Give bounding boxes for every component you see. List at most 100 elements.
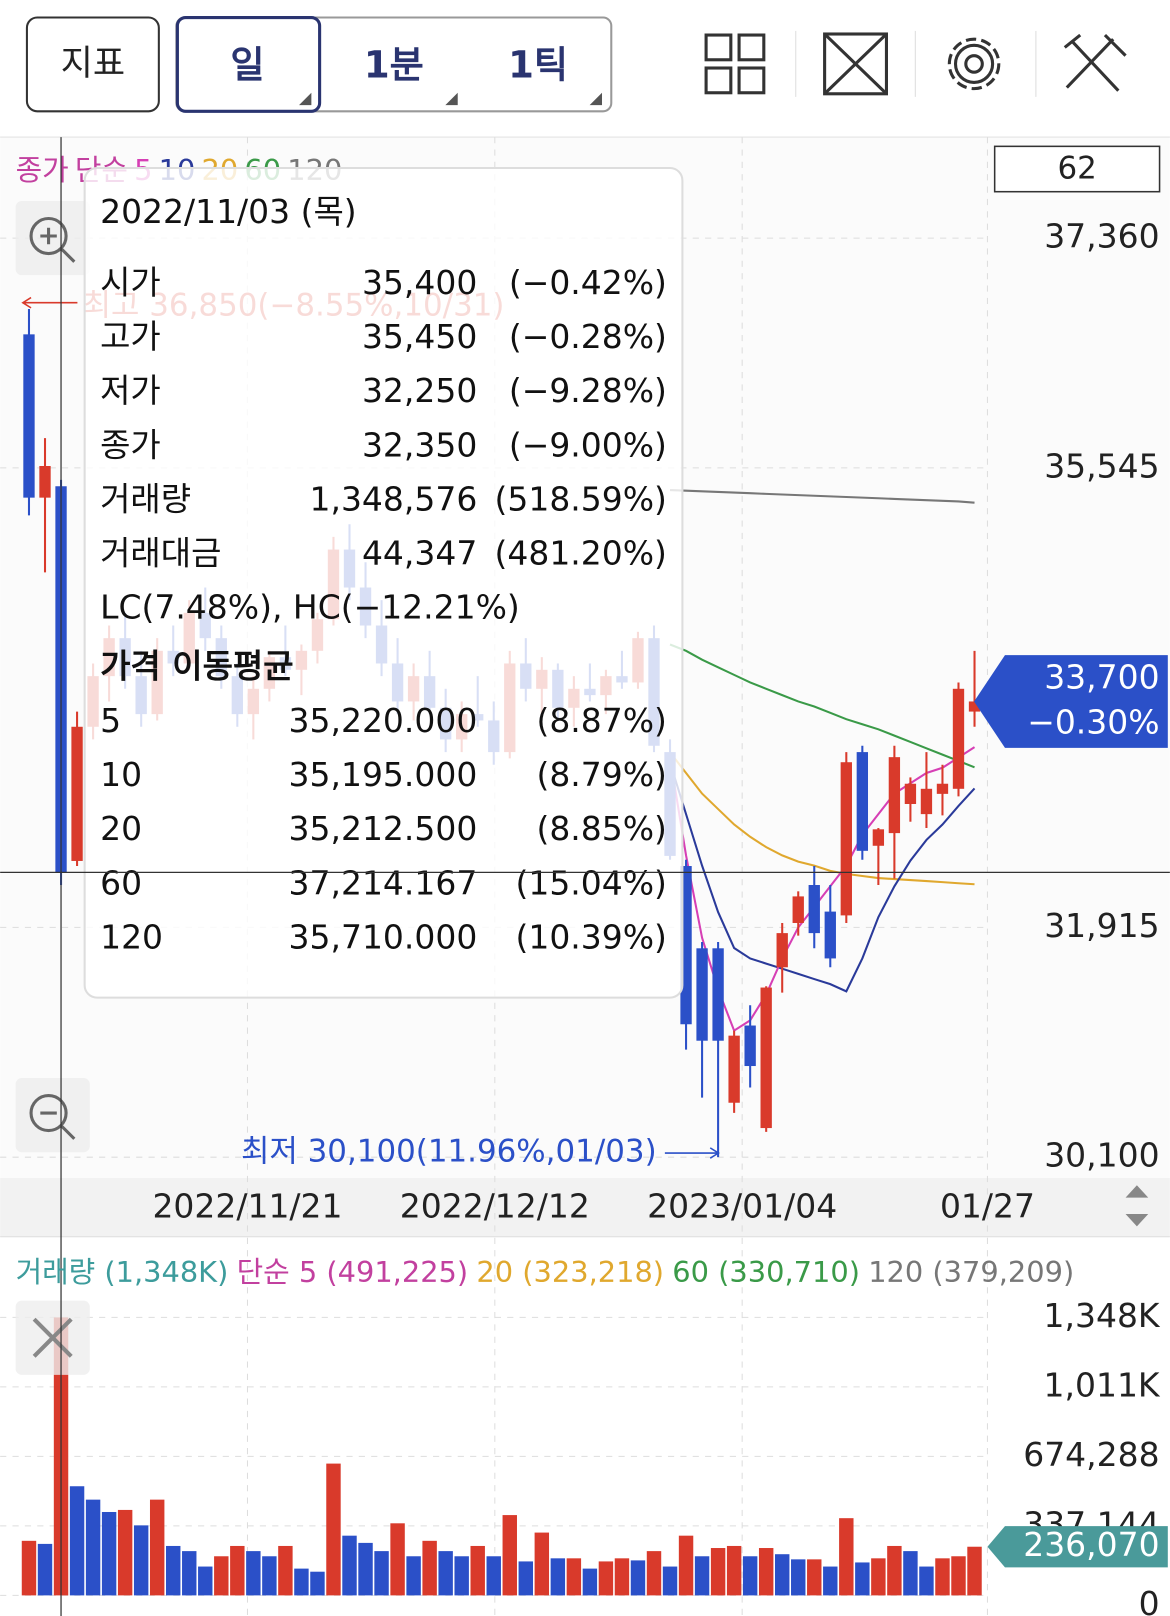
candle-body bbox=[71, 726, 83, 861]
tooltip-label: 5 bbox=[100, 701, 121, 740]
tooltip-value: 32,350 bbox=[362, 425, 477, 464]
tooltip-change: (8.85%) bbox=[536, 809, 666, 848]
tooltip-label: 10 bbox=[100, 755, 142, 794]
layout-icon[interactable] bbox=[704, 33, 766, 95]
candle-body bbox=[696, 948, 708, 1041]
volume-bar bbox=[486, 1556, 501, 1596]
tooltip-value: 35,220.000 bbox=[289, 701, 478, 740]
volume-bar bbox=[774, 1554, 790, 1596]
candle-body bbox=[792, 896, 804, 923]
candle-body bbox=[856, 752, 869, 851]
volume-bar bbox=[230, 1545, 245, 1596]
tooltip-change: (−9.00%) bbox=[509, 425, 667, 464]
tooltip-value: 44,347 bbox=[362, 533, 477, 572]
volume-bar bbox=[935, 1558, 950, 1596]
settings-icon[interactable] bbox=[947, 37, 1001, 91]
price-badge-label: 33,700 bbox=[1044, 657, 1159, 696]
zoom-icon bbox=[29, 1093, 68, 1133]
y-tick-label: 1,348K bbox=[1044, 1296, 1161, 1335]
volume-badge-label: 236,070 bbox=[1023, 1525, 1159, 1564]
y-tick-label: 31,915 bbox=[1044, 906, 1159, 945]
volume-bar bbox=[566, 1558, 582, 1596]
period-label[interactable]: 일 bbox=[230, 43, 264, 86]
ma-line bbox=[669, 751, 975, 886]
volume-bar bbox=[262, 1556, 277, 1596]
fullscreen-icon[interactable] bbox=[823, 32, 888, 96]
volume-bar bbox=[133, 1525, 149, 1596]
volume-bar bbox=[839, 1518, 854, 1596]
legend-entry: 20 (323,218) bbox=[476, 1255, 664, 1289]
volume-bar bbox=[694, 1556, 710, 1596]
date-strip bbox=[0, 1177, 1170, 1237]
volume-bar bbox=[614, 1558, 630, 1596]
tooltip-change: (8.79%) bbox=[536, 755, 666, 794]
tooltip-change: (518.59%) bbox=[495, 479, 667, 518]
volume-bar bbox=[518, 1561, 534, 1596]
low-note: 최저 30,100(11.96%,01/03) bbox=[241, 1134, 657, 1170]
candle-body bbox=[680, 866, 692, 1025]
volume-bar bbox=[69, 1486, 85, 1596]
x-tick-label: 2022/12/12 bbox=[400, 1186, 590, 1225]
tooltip-label: 고가 bbox=[100, 317, 161, 356]
volume-bar bbox=[726, 1545, 742, 1596]
indicator-button[interactable]: 지표 bbox=[25, 16, 160, 113]
volume-bar bbox=[678, 1535, 694, 1596]
candle-body bbox=[728, 1035, 740, 1103]
tooltip-lchc: LC(7.48%), HC(−12.21%) bbox=[100, 588, 520, 627]
tooltip-value: 35,450 bbox=[362, 317, 477, 356]
volume-bar bbox=[807, 1559, 822, 1596]
candle-body bbox=[840, 762, 852, 916]
candle-body bbox=[776, 933, 788, 968]
tooltip-change: (8.87%) bbox=[536, 701, 666, 740]
count-label: 62 bbox=[1057, 151, 1096, 187]
volume-bar bbox=[502, 1515, 517, 1596]
candle-body bbox=[824, 911, 836, 959]
tooltip-value: 35,400 bbox=[362, 263, 477, 302]
tooltip-value: 1,348,576 bbox=[310, 479, 478, 518]
volume-bar bbox=[117, 1509, 133, 1596]
volume-bar bbox=[182, 1551, 197, 1596]
volume-bar bbox=[406, 1556, 421, 1596]
volume-bar bbox=[310, 1571, 325, 1596]
volume-bar bbox=[598, 1561, 614, 1596]
volume-bar bbox=[101, 1511, 117, 1596]
tools-icon[interactable] bbox=[1063, 33, 1127, 92]
candle-body bbox=[904, 783, 917, 804]
volume-bar bbox=[342, 1535, 357, 1596]
volume-bar bbox=[278, 1545, 293, 1596]
volume-bar bbox=[791, 1559, 806, 1596]
zoom-button[interactable] bbox=[15, 200, 90, 276]
volume-bar bbox=[967, 1546, 982, 1596]
volume-bar bbox=[21, 1540, 37, 1596]
volume-bar bbox=[37, 1543, 53, 1596]
candle-body bbox=[872, 829, 885, 846]
period-label[interactable]: 1틱 bbox=[508, 43, 568, 86]
volume-bar bbox=[246, 1551, 261, 1596]
period-selected[interactable] bbox=[175, 15, 322, 113]
y-tick-label: 0 bbox=[1139, 1584, 1160, 1616]
zoom-icon bbox=[40, 227, 76, 263]
tooltip-label: 20 bbox=[100, 809, 142, 848]
tooltip-label: 종가 bbox=[100, 425, 161, 464]
candle-body bbox=[968, 701, 981, 712]
button-frame bbox=[25, 16, 160, 113]
volume-bar bbox=[390, 1523, 405, 1596]
tooltip-ma-title: 가격 이동평균 bbox=[100, 646, 293, 685]
candle-body bbox=[888, 757, 901, 834]
zoom-icon bbox=[40, 1111, 76, 1140]
candle-body bbox=[39, 466, 51, 498]
y-tick-label: 1,011K bbox=[1044, 1365, 1161, 1404]
x-tick-label: 01/27 bbox=[940, 1186, 1035, 1225]
volume-legend: 거래량 (1,348K) 단순 5 (491,225) 20 (323,218) 60… bbox=[16, 1255, 1075, 1289]
period-label[interactable]: 1분 bbox=[364, 43, 424, 86]
ma-line bbox=[669, 643, 975, 769]
ma-line bbox=[669, 489, 975, 504]
tooltip-value: 35,212.500 bbox=[289, 809, 478, 848]
count-box[interactable] bbox=[993, 145, 1161, 193]
legend-entry: 120 (379,209) bbox=[868, 1255, 1074, 1289]
volume-bar bbox=[326, 1463, 341, 1596]
candle-body bbox=[936, 783, 949, 794]
tooltip-label: 거래량 bbox=[100, 479, 191, 518]
zoom-button[interactable] bbox=[15, 1078, 90, 1153]
